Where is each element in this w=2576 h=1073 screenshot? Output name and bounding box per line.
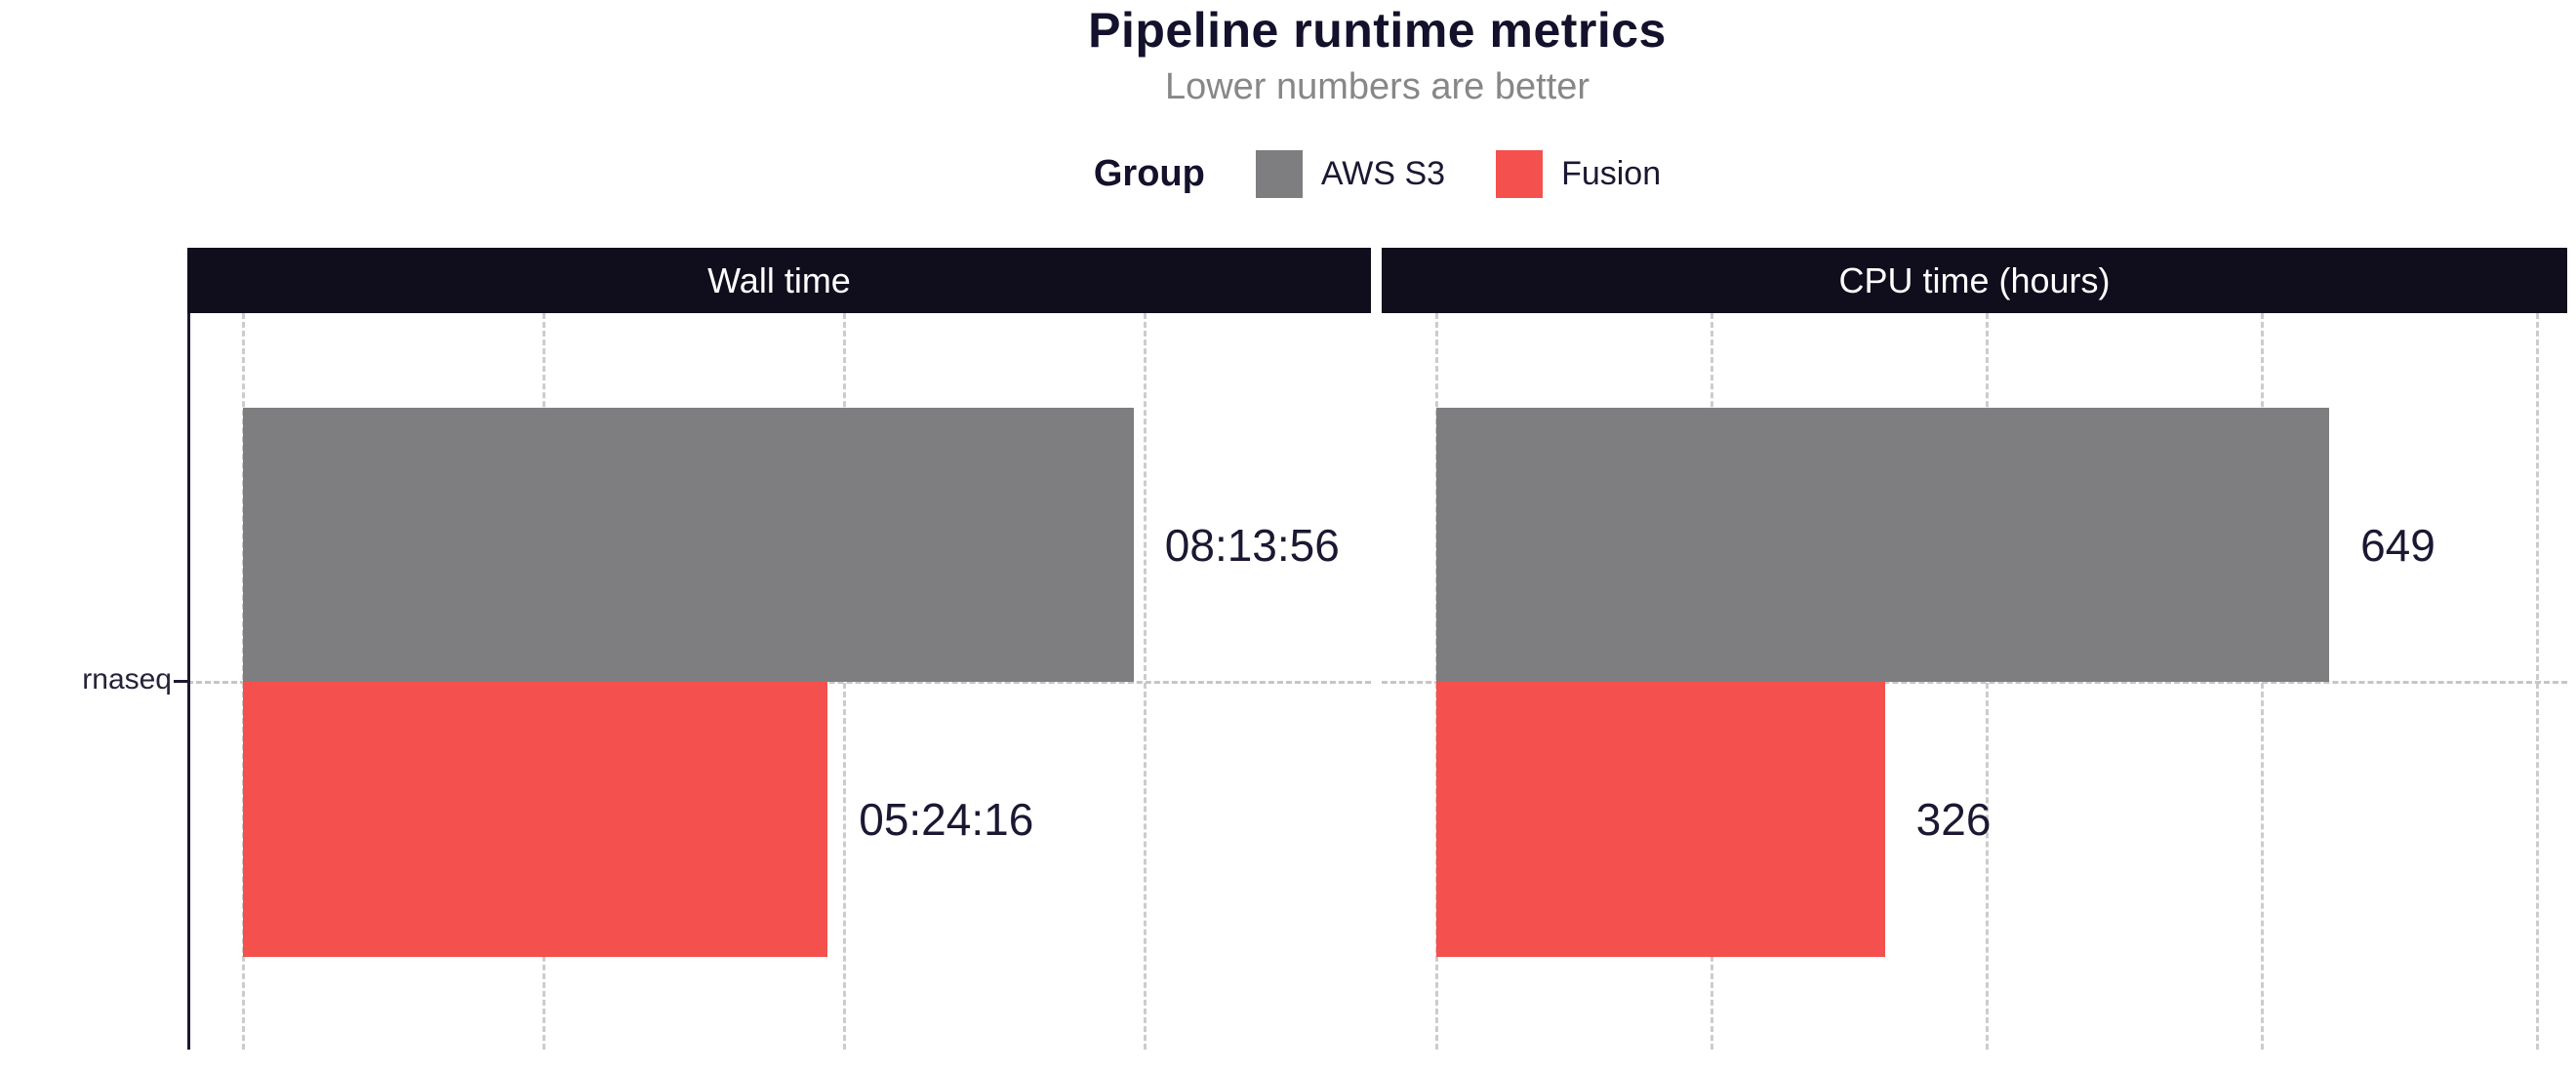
- chart-subtitle: Lower numbers are better: [1164, 66, 1590, 107]
- bar-value-label: 326: [1915, 794, 1992, 845]
- facet-strip-label-wall-time: Wall time: [707, 259, 851, 300]
- bar-value-label: 05:24:16: [859, 794, 1034, 845]
- category-refline: [1382, 681, 2567, 684]
- y-axis-tick: [174, 680, 187, 683]
- bar-fusion: [243, 682, 828, 957]
- legend-swatch-fusion: [1496, 149, 1544, 198]
- facet-strip-label-cpu-time: CPU time (hours): [1838, 259, 2111, 300]
- legend: Group AWS S3 Fusion: [187, 139, 2567, 209]
- bar-aws-s3: [243, 408, 1134, 682]
- legend-entry-aws-s3: AWS S3: [1255, 149, 1446, 198]
- y-axis-tick-label: rnaseq: [82, 663, 172, 695]
- facet-strip-cpu-time: CPU time (hours): [1382, 248, 2567, 313]
- legend-entry-fusion: Fusion: [1496, 149, 1662, 198]
- facet-panel-wall-time: Wall time 08:13:56 05:24:16: [187, 248, 1371, 1050]
- chart-title: Pipeline runtime metrics: [1088, 3, 1667, 58]
- bar-fusion: [1436, 682, 1885, 957]
- bar-aws-s3: [1436, 408, 2330, 682]
- bar-value-label: 649: [2360, 520, 2435, 571]
- legend-label-fusion: Fusion: [1561, 154, 1662, 192]
- y-axis-line: [187, 313, 190, 1050]
- facet-panel-cpu-time: CPU time (hours) 649 326: [1382, 248, 2567, 1050]
- plot-area-wall-time: 08:13:56 05:24:16: [187, 313, 1371, 1050]
- legend-label-aws-s3: AWS S3: [1320, 154, 1446, 192]
- facet-strip-wall-time: Wall time: [187, 248, 1371, 313]
- legend-swatch-aws-s3: [1255, 149, 1303, 198]
- legend-title: Group: [1093, 152, 1205, 194]
- bar-value-label: 08:13:56: [1164, 520, 1340, 571]
- plot-area-cpu-time: 649 326: [1382, 313, 2567, 1050]
